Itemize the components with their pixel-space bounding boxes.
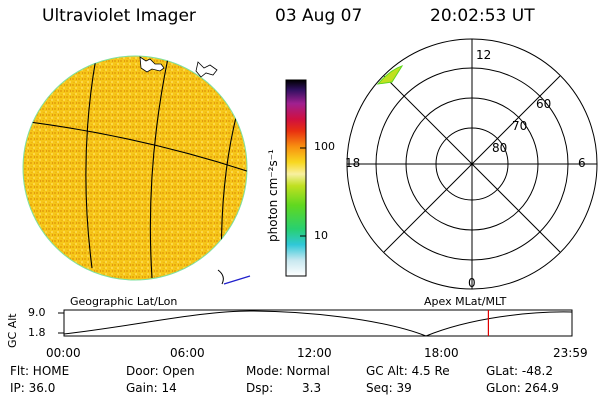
colorbar-unit-label: photon cm⁻²s⁻¹ <box>266 149 280 242</box>
status-ip: IP: 36.0 <box>10 381 56 395</box>
aurora-patch <box>376 65 404 85</box>
status-dsp-label: Dsp: <box>246 381 274 395</box>
time-tick-label: 06:00 <box>170 346 205 360</box>
status-seq: Seq: 39 <box>366 381 412 395</box>
time-tick-label: 18:00 <box>424 346 459 360</box>
earth-disk <box>22 55 251 285</box>
colorbar-tick-label: 100 <box>314 140 335 153</box>
longitude-line <box>149 57 169 279</box>
status-mode: Mode: Normal <box>246 364 330 378</box>
altitude-ymin: 1.8 <box>28 326 46 339</box>
altitude-ymax: 9.0 <box>28 306 46 319</box>
mlt-label-6: 6 <box>578 156 586 170</box>
status-glon: GLon: 264.9 <box>486 381 559 395</box>
coastline-island <box>139 56 165 73</box>
status-dsp-value: 3.3 <box>302 381 322 395</box>
imager-title: Ultraviolet Imager <box>42 6 196 26</box>
status-flight: Flt: HOME <box>10 364 70 378</box>
mlat-label-60: 60 <box>536 97 552 111</box>
mlt-label-12: 12 <box>476 48 492 62</box>
satellite-track <box>223 275 251 285</box>
altitude-ylabel: GC Alt <box>6 313 19 348</box>
time-tick-label: 23:59 <box>553 346 588 360</box>
apex-panel-label: Apex MLat/MLT <box>424 295 507 308</box>
time-tick-label: 12:00 <box>297 346 332 360</box>
geographic-panel-label: Geographic Lat/Lon <box>70 295 178 308</box>
latitude-line <box>23 120 247 173</box>
mlat-label-70: 70 <box>512 119 528 133</box>
header-time: 20:02:53 UT <box>430 6 535 26</box>
status-gc-alt: GC Alt: 4.5 Re <box>366 364 450 378</box>
time-tick-label: 00:00 <box>46 346 81 360</box>
header-date: 03 Aug 07 <box>275 6 363 26</box>
polar-plot <box>346 38 598 290</box>
longitude-line <box>85 57 97 269</box>
status-glat: GLat: -48.2 <box>486 364 553 378</box>
coastline-fragment <box>217 269 224 285</box>
mlt-label-0: 0 <box>468 276 476 290</box>
altitude-plot <box>58 309 573 337</box>
color-bar <box>285 79 307 277</box>
coastline-island <box>195 61 218 78</box>
status-door: Door: Open <box>126 364 195 378</box>
colorbar-tick-label: 10 <box>314 229 328 242</box>
status-gain: Gain: 14 <box>126 381 177 395</box>
mlt-label-18: 18 <box>345 156 361 170</box>
mlat-label-80: 80 <box>492 141 508 155</box>
